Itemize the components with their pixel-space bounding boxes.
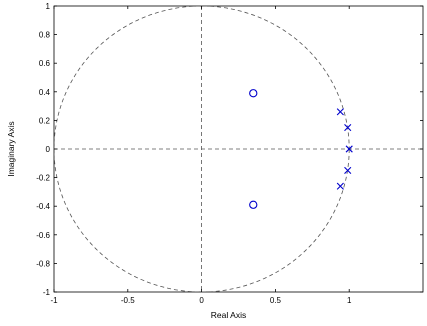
pole-marker-stroke: [345, 145, 353, 153]
y-tick-label: -1: [43, 288, 51, 297]
pole-marker-stroke: [336, 108, 344, 116]
y-tick-label: 0.2: [39, 116, 51, 125]
y-tick-label: -0.4: [36, 202, 50, 211]
y-tick-label: 0: [46, 145, 51, 154]
y-tick-label: 0.8: [39, 31, 51, 40]
y-tick-label: -0.8: [36, 259, 50, 268]
y-tick-label: 0.4: [39, 88, 51, 97]
y-tick-label: -0.6: [36, 231, 50, 240]
pole-marker-stroke: [336, 182, 344, 190]
zero-marker: [249, 89, 258, 98]
y-axis-label: Imaginary Axis: [6, 121, 16, 176]
pole-marker-stroke: [344, 166, 352, 175]
x-tick-label: 0.5: [270, 296, 282, 305]
pole-marker: [336, 108, 344, 116]
pole-marker-stroke: [344, 123, 352, 132]
x-tick-label: -1: [50, 296, 58, 305]
pole-marker: [344, 166, 352, 175]
y-tick-label: 1: [46, 2, 51, 11]
pole-marker: [344, 123, 352, 132]
y-tick-label: -0.2: [36, 174, 50, 183]
x-tick-label: 0: [199, 296, 204, 305]
x-axis-label: Real Axis: [211, 310, 246, 320]
pole-marker: [345, 145, 353, 153]
markers-layer: [249, 89, 353, 209]
x-tick-label: 1: [347, 296, 352, 305]
pole-marker: [336, 182, 344, 190]
zero-marker: [249, 200, 258, 209]
y-tick-label: 0.6: [39, 59, 51, 68]
ticks-layer: -1 -0.5 0 0.5 1 1 0.8 0.6 0.4 0.2 0 -0.2 -0.4 -0.6 -0.…: [36, 2, 423, 305]
x-tick-label: -0.5: [121, 296, 135, 305]
